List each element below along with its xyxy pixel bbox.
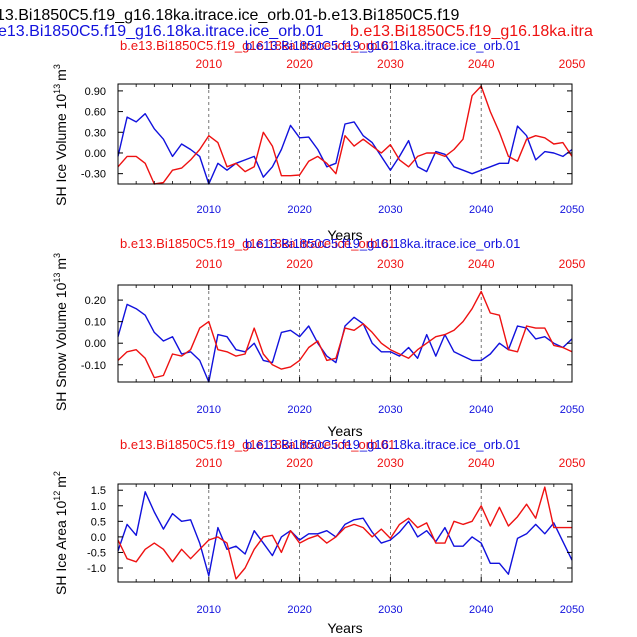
ytick-label: 0.20 (85, 295, 106, 307)
ytick-label: -0.5 (87, 547, 106, 559)
ylabel-exponent: 13 (52, 84, 62, 94)
panel-sh-ice-area: b.e13.Bi1850C5.f19_g16.18ka.itrace.ice_o… (52, 437, 586, 636)
ytick-label: 0.30 (85, 127, 106, 139)
xtick-label-top: 2010 (195, 456, 222, 470)
xtick-label-bottom: 2030 (378, 204, 402, 216)
ytick-label: -0.10 (81, 360, 106, 372)
series-line-blue (117, 491, 573, 577)
xtick-label-top: 2020 (286, 257, 313, 271)
plot-frame (117, 83, 573, 185)
xtick-label-bottom: 2020 (287, 204, 311, 216)
header-black-title: 13.Bi1850C5.f19_g16.18ka.itrace.ice_orb.… (0, 7, 460, 24)
ytick-label: 1.5 (91, 485, 106, 497)
xtick-label-bottom: 2050 (560, 404, 584, 416)
panel-title-red: b.e13.Bi1850C5.f19_g16.18ka.itrace.ice_o… (120, 38, 395, 53)
xtick-label-bottom: 2040 (469, 204, 493, 216)
ylabel: SH Ice Area 1012 m2 (52, 471, 69, 595)
series-line-blue (117, 303, 573, 383)
xtick-label-bottom: 2010 (197, 204, 221, 216)
series-line-blue (117, 112, 573, 185)
ylabel-exponent: 12 (52, 491, 62, 501)
ylabel-unit-exponent: 2 (52, 471, 62, 476)
xtick-label-top: 2020 (286, 57, 313, 71)
xtick-label-bottom: 2010 (197, 604, 221, 616)
plot-area: 0.90 0.60 0.30 0.00 -0.30 2010 2010 2020 2020 203… (81, 57, 586, 216)
ylabel: SH Snow Volume 1013 m3 (52, 253, 69, 411)
plot-frame (117, 483, 573, 583)
ytick-label: 1.0 (91, 501, 106, 513)
panel-title-blue: b.e13.Bi1850C5.f19_g16.18ka.itrace.ice_o… (245, 236, 520, 251)
xtick-label-bottom: 2030 (378, 404, 402, 416)
xtick-label-top: 2040 (468, 257, 495, 271)
ytick-label: 0.90 (85, 86, 106, 98)
xlabel-years: Years (327, 423, 362, 439)
ylabel-unit: m (53, 69, 69, 81)
plot-area: 1.5 1.0 0.5 0.0 -0.5 -1.0 2010 2010 2020 2020 2030… (87, 456, 586, 616)
ylabel-main: SH Snow Volume 10 (53, 282, 69, 411)
xtick-label-bottom: 2050 (560, 204, 584, 216)
ytick-label: -1.0 (87, 563, 106, 575)
xlabel-years: Years (327, 620, 362, 636)
xtick-label-top: 2010 (195, 57, 222, 71)
plot-frame (117, 284, 573, 383)
ytick-label: 0.0 (91, 532, 106, 544)
xlabel-years: Years (327, 227, 362, 243)
series-line-red (117, 486, 572, 580)
ylabel-unit-exponent: 3 (52, 64, 62, 69)
header-blue-title: e13.Bi1850C5.f19_g16.18ka.itrace.ice_orb… (0, 23, 324, 40)
xtick-label-top: 2050 (559, 456, 586, 470)
ylabel-exponent: 13 (52, 273, 62, 283)
xtick-label-top: 2040 (468, 57, 495, 71)
ylabel-unit: m (53, 258, 69, 270)
xtick-label-top: 2020 (286, 456, 313, 470)
xtick-label-bottom: 2010 (197, 404, 221, 416)
panel-title-blue: b.e13.Bi1850C5.f19_g16.18ka.itrace.ice_o… (245, 437, 520, 452)
panel-title-blue: b.e13.Bi1850C5.f19_g16.18ka.itrace.ice_o… (245, 38, 520, 53)
series-line-red (117, 85, 573, 185)
xtick-label-top: 2030 (377, 57, 404, 71)
series-line-red (117, 290, 573, 379)
panel-title-red: b.e13.Bi1850C5.f19_g16.18ka.itrace.ice_o… (120, 236, 395, 251)
ylabel-unit: m (53, 476, 69, 488)
xtick-label-top: 2050 (559, 257, 586, 271)
xtick-label-bottom: 2040 (469, 604, 493, 616)
xtick-label-bottom: 2020 (287, 404, 311, 416)
panel-sh-ice-volume: b.e13.Bi1850C5.f19_g16.18ka.itrace.ice_o… (52, 38, 586, 243)
ylabel: SH Ice Volume 1013 m3 (52, 64, 69, 206)
ytick-label: -0.30 (81, 169, 106, 181)
ytick-label: 0.10 (85, 317, 106, 329)
xtick-label-bottom: 2020 (287, 604, 311, 616)
panel-title-red: b.e13.Bi1850C5.f19_g16.18ka.itrace.ice_o… (120, 437, 395, 452)
xtick-label-top: 2040 (468, 456, 495, 470)
xtick-label-top: 2010 (195, 257, 222, 271)
xtick-label-bottom: 2050 (560, 604, 584, 616)
ylabel-main: SH Ice Volume 10 (53, 94, 69, 206)
ylabel-unit-exponent: 3 (52, 253, 62, 258)
xtick-label-top: 2050 (559, 57, 586, 71)
ytick-label: 0.00 (85, 338, 106, 350)
xtick-label-bottom: 2040 (469, 404, 493, 416)
xtick-label-top: 2030 (377, 257, 404, 271)
panel-sh-snow-volume: b.e13.Bi1850C5.f19_g16.18ka.itrace.ice_o… (52, 236, 586, 439)
xtick-label-bottom: 2030 (378, 604, 402, 616)
plot-area: 0.20 0.10 0.00 -0.10 2010 2010 2020 2020 2030 203… (81, 257, 586, 416)
header-red-title: b.e13.Bi1850C5.f19_g16.18ka.itra (350, 23, 593, 40)
ytick-label: 0.00 (85, 148, 106, 160)
xtick-label-top: 2030 (377, 456, 404, 470)
ytick-label: 0.5 (91, 516, 106, 528)
ytick-label: 0.60 (85, 107, 106, 119)
ylabel-main: SH Ice Area 10 (53, 501, 69, 595)
